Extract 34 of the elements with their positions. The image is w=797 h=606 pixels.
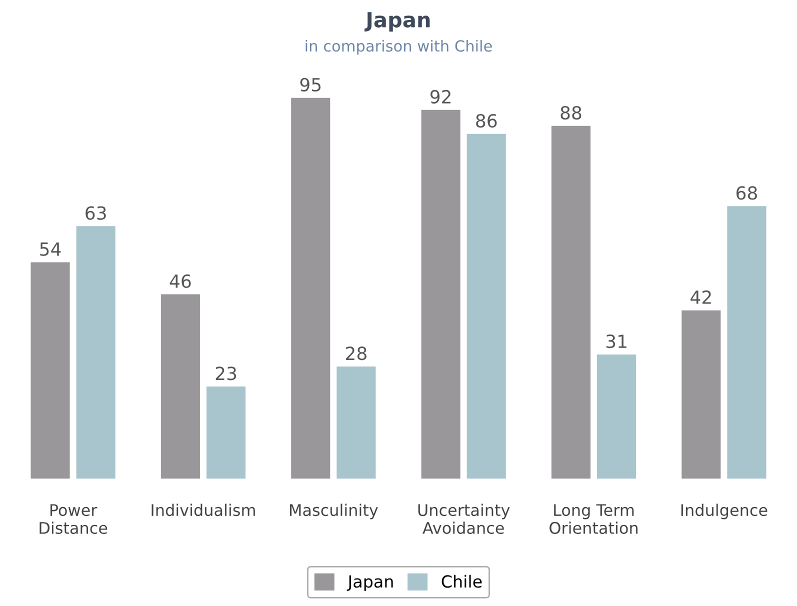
legend-label: Japan bbox=[346, 575, 393, 591]
x-tick-label: Uncertainty Avoidance bbox=[418, 504, 510, 534]
x-tick-label: Power Distance bbox=[40, 504, 108, 534]
x-tick-label: Individualism bbox=[152, 504, 255, 516]
bar bbox=[682, 310, 721, 479]
bar bbox=[206, 386, 246, 479]
bar bbox=[160, 294, 200, 479]
bar bbox=[551, 126, 591, 479]
bar bbox=[466, 134, 506, 479]
data-label: 42 bbox=[690, 290, 711, 304]
data-label: 88 bbox=[560, 106, 582, 120]
bar bbox=[336, 366, 376, 479]
data-label: 86 bbox=[476, 114, 497, 128]
data-label: 68 bbox=[736, 186, 757, 200]
bar bbox=[421, 110, 460, 479]
data-label: 54 bbox=[40, 242, 61, 256]
data-label: 92 bbox=[430, 90, 450, 104]
bar bbox=[291, 98, 330, 479]
data-label: 46 bbox=[170, 274, 191, 288]
bar bbox=[30, 262, 70, 479]
bar bbox=[76, 226, 116, 479]
x-tick-label: Long Term Orientation bbox=[550, 504, 638, 534]
x-tick-label: Indulgence bbox=[681, 504, 768, 520]
chart-title: Japan bbox=[364, 12, 430, 32]
legend-label: Chile bbox=[442, 574, 482, 588]
data-label: 95 bbox=[300, 78, 321, 92]
data-label: 23 bbox=[216, 366, 236, 380]
data-label: 31 bbox=[606, 334, 626, 348]
data-label: 63 bbox=[86, 206, 106, 220]
bar bbox=[727, 206, 766, 479]
bar bbox=[597, 354, 636, 479]
chart-subtitle: in comparison with Chile bbox=[306, 40, 492, 55]
x-tick-label: Masculinity bbox=[290, 504, 378, 520]
data-label: 28 bbox=[346, 346, 366, 360]
